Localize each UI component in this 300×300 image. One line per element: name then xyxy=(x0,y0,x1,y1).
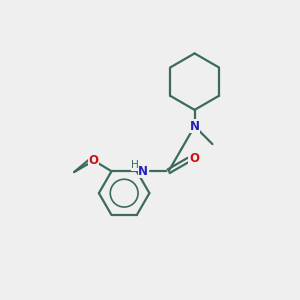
Text: H: H xyxy=(131,160,139,170)
Text: O: O xyxy=(189,152,199,165)
Text: N: N xyxy=(190,120,200,133)
Text: N: N xyxy=(138,165,148,178)
Text: O: O xyxy=(88,154,98,167)
